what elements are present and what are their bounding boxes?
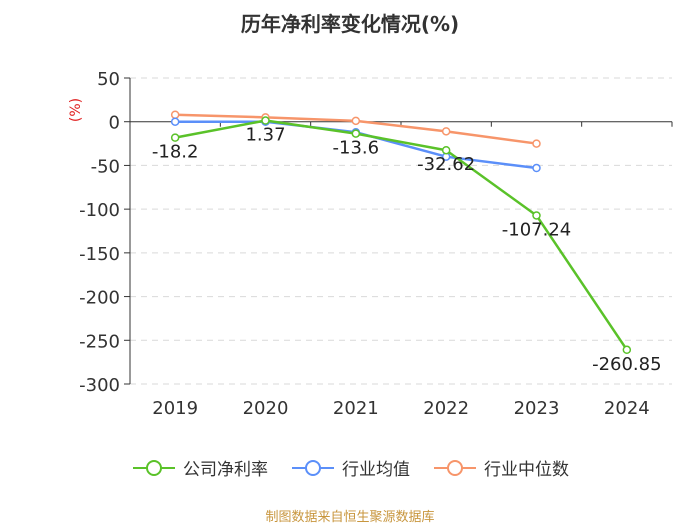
legend-label: 公司净利率 (183, 460, 268, 480)
data-point (170, 110, 180, 119)
y-axis-label: (%) (68, 98, 84, 122)
series-line (174, 119, 628, 351)
data-label: 1.37 (245, 125, 285, 146)
legend-item[interactable]: 公司净利率 (131, 455, 268, 480)
data-label: -260.85 (592, 354, 661, 375)
legend-marker-icon (133, 459, 175, 476)
data-labels: -18.2 1.37 -13.6 -32.62 -107.24 -260.85 (152, 125, 662, 375)
data-point (441, 145, 451, 155)
series-lines (170, 110, 632, 355)
legend-label: 行业中位数 (484, 460, 569, 480)
y-tick-label: -200 (79, 288, 120, 309)
legend-item[interactable]: 行业均值 (290, 455, 410, 480)
legend-marker-icon (434, 459, 476, 476)
data-label: -13.6 (333, 138, 380, 159)
line-chart: 50 0 -50 -100 -150 -200 -250 -300 2019 2020 2021 20… (68, 69, 673, 419)
data-point (532, 211, 541, 220)
x-tick-label: 2020 (243, 398, 289, 419)
y-tick-label: 50 (97, 69, 120, 90)
data-point (532, 139, 541, 148)
data-label: -18.2 (152, 142, 199, 163)
data-point (441, 127, 451, 136)
chart-title: 历年净利率变化情况(%) (240, 12, 460, 36)
data-point (170, 117, 180, 126)
legend-marker-icon (292, 459, 334, 476)
x-tick-label: 2019 (152, 398, 198, 419)
legend-label: 行业均值 (342, 460, 410, 480)
y-tick-label: -50 (91, 156, 120, 177)
y-tick-label: -100 (79, 200, 120, 221)
data-point (261, 116, 270, 125)
data-point (351, 116, 361, 126)
y-tick-label: -300 (79, 375, 120, 396)
data-point (532, 163, 541, 173)
source-note: 制图数据来自恒生聚源数据库 (265, 510, 435, 525)
x-tick-label: 2024 (604, 398, 650, 419)
y-tick-label: -150 (79, 244, 120, 265)
data-point (351, 129, 361, 138)
data-point (170, 133, 180, 142)
x-tick-label: 2022 (423, 398, 469, 419)
x-tick-label: 2021 (333, 398, 379, 419)
grid-lines (130, 77, 672, 385)
data-point (622, 345, 632, 355)
y-tick-label: -250 (79, 331, 120, 352)
legend: 公司净利率 行业均值 行业中位数 (0, 455, 700, 480)
legend-item[interactable]: 行业中位数 (432, 455, 569, 480)
y-tick-label: 0 (109, 113, 120, 134)
data-label: -107.24 (502, 219, 571, 240)
x-tick-label: 2023 (514, 398, 560, 419)
data-label: -32.62 (417, 154, 475, 175)
